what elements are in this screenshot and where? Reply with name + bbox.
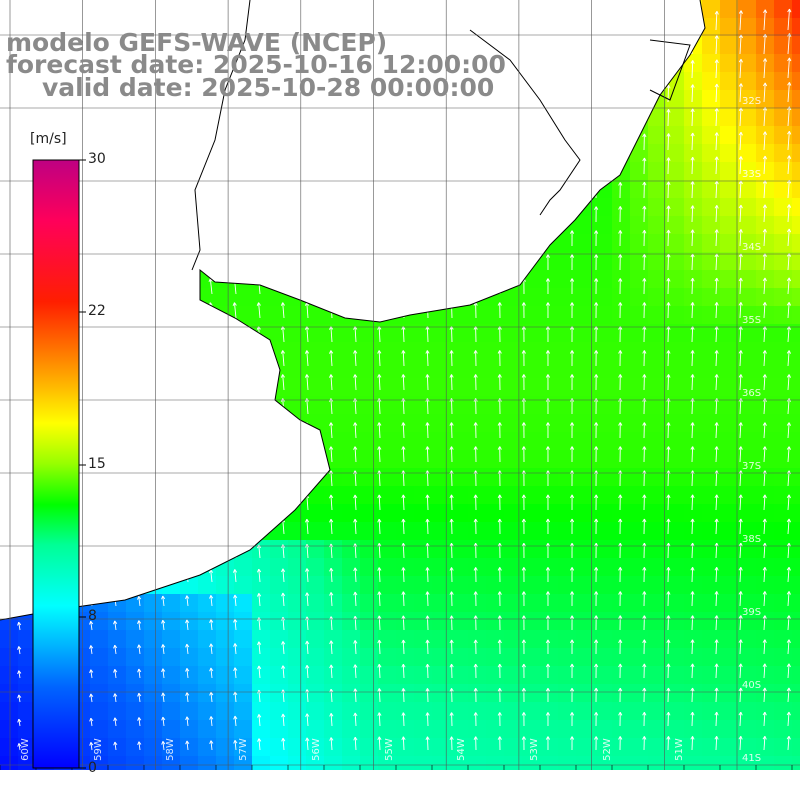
- lon-label: 58W: [165, 738, 177, 761]
- lon-label: 52W: [601, 738, 613, 761]
- lon-label: 60W: [19, 738, 31, 761]
- lon-label: 54W: [456, 738, 467, 761]
- colorbar-tick-8: 8: [88, 608, 97, 624]
- title-model: modelo GEFS-WAVE (NCEP): [6, 28, 388, 57]
- lon-label: 55W: [383, 738, 395, 761]
- lon-label: 53W: [528, 738, 540, 761]
- lon-label: 59W: [92, 738, 104, 761]
- lat-label: 40S: [742, 680, 762, 691]
- colorbar-tick-30: 30: [88, 151, 106, 167]
- lat-label: 33S: [742, 169, 762, 180]
- lat-label: 34S: [742, 242, 762, 253]
- lat-label: 38S: [742, 534, 762, 545]
- lat-label: 35S: [742, 315, 762, 326]
- title-forecast-date: forecast date: 2025-10-16 12:00:00: [6, 50, 506, 79]
- colorbar-tick-15: 15: [88, 456, 106, 472]
- colorbar-tick-0: 0: [88, 760, 97, 776]
- lat-label: 39S: [742, 607, 762, 618]
- colorbar-units: [m/s]: [30, 131, 67, 147]
- lat-label: 41S: [742, 753, 762, 764]
- lon-label: 51W: [674, 738, 686, 761]
- lat-label: 32S: [742, 96, 762, 107]
- title-valid-date: valid date: 2025-10-28 00:00:00: [42, 73, 495, 102]
- lat-label: 37S: [742, 461, 762, 472]
- graticule: [0, 0, 800, 770]
- colorbar: [32, 159, 86, 769]
- colorbar-tick-22: 22: [88, 303, 106, 319]
- lat-label: 36S: [742, 388, 762, 399]
- lon-label: 57W: [237, 738, 249, 761]
- wind-speed-field: [0, 0, 800, 770]
- lon-label: 56W: [310, 738, 322, 761]
